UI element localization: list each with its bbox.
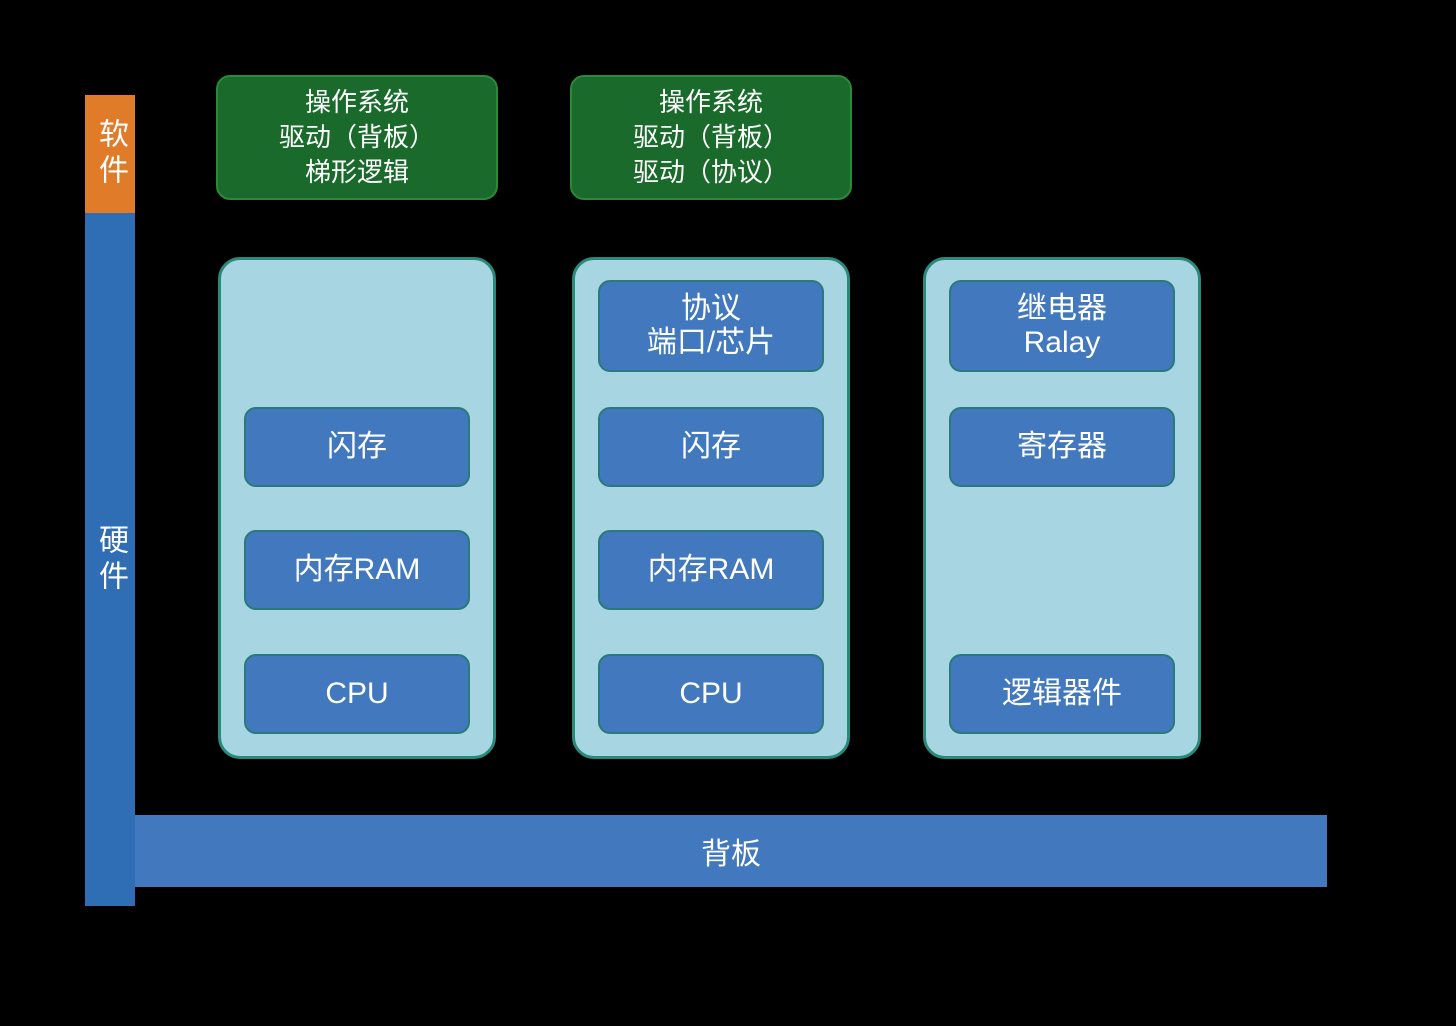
col1-box-cpu: CPU bbox=[598, 654, 824, 734]
col1-box-protocol: 协议 端口/芯片 bbox=[598, 280, 824, 372]
sidebar-hardware-label: 硬件 bbox=[88, 524, 132, 596]
col2-relay-line2: Ralay bbox=[1024, 326, 1101, 361]
sidebar-software-label: 软件 bbox=[88, 118, 132, 190]
col1-protocol-line2: 端口/芯片 bbox=[647, 326, 775, 361]
backplane-label: 背板 bbox=[701, 829, 761, 873]
col1-flash-label: 闪存 bbox=[681, 430, 741, 465]
col0-ram-label: 内存RAM bbox=[294, 553, 421, 588]
col0-cpu-label: CPU bbox=[325, 677, 388, 712]
col0-box-ram: 内存RAM bbox=[244, 530, 470, 610]
col2-logic-label: 逻辑器件 bbox=[1002, 677, 1122, 712]
col2-box-logic: 逻辑器件 bbox=[949, 654, 1175, 734]
col2-relay-line1: 继电器 bbox=[1017, 292, 1107, 327]
software-block-1-line3: 驱动（协议） bbox=[633, 155, 789, 190]
col2-box-register: 寄存器 bbox=[949, 407, 1175, 487]
col1-protocol-line1: 协议 bbox=[681, 292, 741, 327]
col0-box-cpu: CPU bbox=[244, 654, 470, 734]
col1-box-flash: 闪存 bbox=[598, 407, 824, 487]
col2-box-relay: 继电器 Ralay bbox=[949, 280, 1175, 372]
software-block-1: 操作系统 驱动（背板） 驱动（协议） bbox=[570, 75, 852, 200]
software-block-0-line3: 梯形逻辑 bbox=[305, 155, 409, 190]
col0-flash-label: 闪存 bbox=[327, 430, 387, 465]
col0-box-flash: 闪存 bbox=[244, 407, 470, 487]
col1-ram-label: 内存RAM bbox=[648, 553, 775, 588]
sidebar-software: 软件 bbox=[85, 95, 135, 213]
sidebar-hardware: 硬件 bbox=[85, 213, 135, 906]
backplane: 背板 bbox=[135, 815, 1327, 887]
col1-cpu-label: CPU bbox=[679, 677, 742, 712]
col2-register-label: 寄存器 bbox=[1017, 430, 1107, 465]
col1-box-ram: 内存RAM bbox=[598, 530, 824, 610]
software-block-0: 操作系统 驱动（背板） 梯形逻辑 bbox=[216, 75, 498, 200]
software-block-1-line1: 操作系统 bbox=[659, 85, 763, 120]
software-block-1-line2: 驱动（背板） bbox=[633, 120, 789, 155]
software-block-0-line2: 驱动（背板） bbox=[279, 120, 435, 155]
software-block-0-line1: 操作系统 bbox=[305, 85, 409, 120]
